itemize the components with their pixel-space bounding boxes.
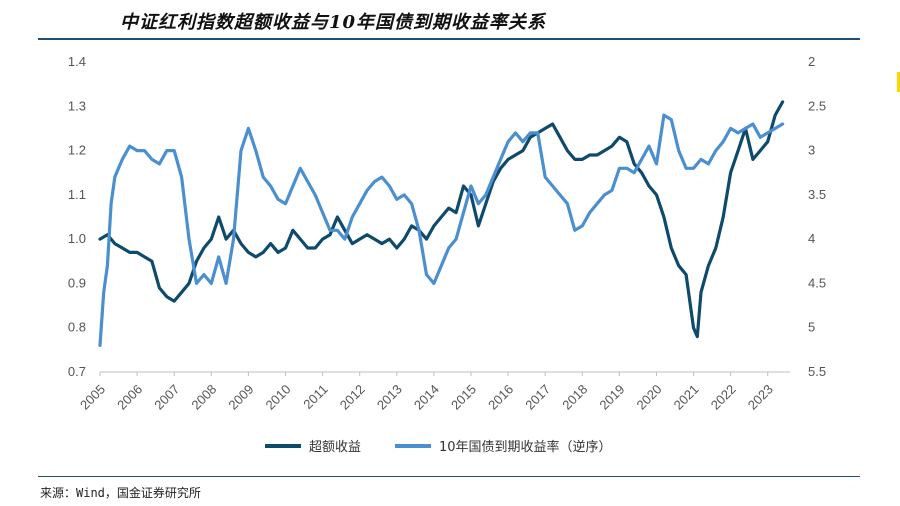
x-tick-label: 2010 xyxy=(263,382,294,413)
y-right-tick-label: 5 xyxy=(808,320,815,335)
x-tick-label: 2015 xyxy=(448,382,479,413)
x-tick-label: 2013 xyxy=(374,382,405,413)
y-right-tick-label: 2.5 xyxy=(808,98,826,113)
y-left-tick-label: 1.1 xyxy=(68,187,86,202)
y-left-tick-label: 0.7 xyxy=(68,364,86,379)
y-right-tick-label: 4 xyxy=(808,231,815,246)
y-left-tick-label: 1.3 xyxy=(68,98,86,113)
y-left-tick-label: 1.2 xyxy=(68,143,86,158)
y-left-tick-label: 1.0 xyxy=(68,231,86,246)
legend-item-bond-yield-label: 10年国债到期收益率（逆序） xyxy=(439,439,612,455)
x-tick-label: 2012 xyxy=(337,382,368,413)
x-tick-label: 2007 xyxy=(151,382,182,413)
edge-marker xyxy=(897,72,900,92)
source-note: 来源：Wind，国金证券研究所 xyxy=(40,486,201,500)
x-tick-label: 2019 xyxy=(596,382,627,413)
x-tick-label: 2023 xyxy=(745,382,776,413)
x-tick-label: 2021 xyxy=(671,382,702,413)
line-chart: 0.7 0.8 0.9 1.0 1.1 1.2 1.3 1.4 2 2.5 3 3.5 4 4.5 5 5.5… xyxy=(68,54,826,455)
x-tick-label: 2018 xyxy=(559,382,590,413)
title-rule xyxy=(38,38,860,40)
x-tick-label: 2009 xyxy=(225,382,256,413)
y-left-tick-label: 0.9 xyxy=(68,275,86,290)
x-tick-label: 2022 xyxy=(708,382,739,413)
y-left-tick-label: 0.8 xyxy=(68,320,86,335)
x-tick-label: 2016 xyxy=(485,382,516,413)
y-right-tick-label: 4.5 xyxy=(808,275,826,290)
x-tick-label: 2014 xyxy=(411,382,442,413)
x-tick-label: 2017 xyxy=(522,382,553,413)
y-right-tick-label: 2 xyxy=(808,54,815,69)
y-right-tick-label: 3 xyxy=(808,143,815,158)
legend-item-excess-return-label: 超额收益 xyxy=(309,440,361,455)
series-line-excess-return xyxy=(98,100,785,339)
y-right-tick-label: 5.5 xyxy=(808,364,826,379)
x-tick-label: 2020 xyxy=(634,382,665,413)
y-right-tick-label: 3.5 xyxy=(808,187,826,202)
x-tick-label: 2006 xyxy=(114,382,145,413)
x-tick-label: 2008 xyxy=(188,382,219,413)
source-rule xyxy=(38,476,860,477)
series-line-bond-yield xyxy=(98,113,785,347)
x-tick-label: 2011 xyxy=(300,382,330,412)
chart-title: 中证红利指数超额收益与10年国债到期收益率关系 xyxy=(120,12,547,33)
x-tick-label: 2005 xyxy=(77,382,108,413)
y-left-tick-label: 1.4 xyxy=(68,54,86,69)
